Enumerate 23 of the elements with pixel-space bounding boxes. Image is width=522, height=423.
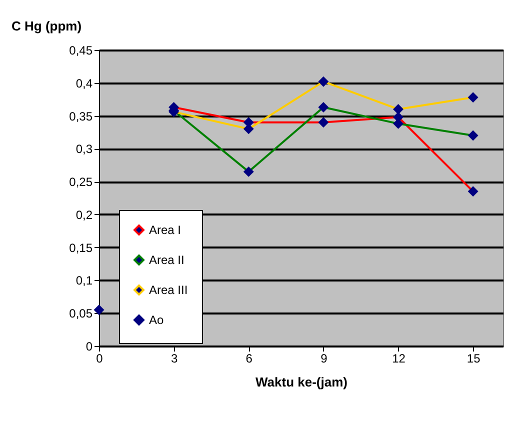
x-axis-title: Waktu ke-(jam) (256, 374, 348, 390)
y-tick-label: 0,45 (69, 44, 93, 58)
y-tick-label: 0,35 (69, 109, 93, 124)
y-tick-label: 0,2 (76, 208, 93, 222)
legend-label: Area II (149, 253, 184, 267)
x-tick-label: 3 (170, 352, 178, 366)
y-tick-label: 0,25 (69, 175, 93, 190)
x-tick-label: 9 (320, 352, 328, 366)
y-tick-label: 0,4 (76, 76, 93, 90)
y-axis-title: C Hg (ppm) (12, 18, 82, 34)
x-tick-label: 0 (96, 352, 104, 366)
y-tick-label: 0,1 (76, 274, 93, 288)
legend-label: Ao (149, 313, 164, 327)
point (94, 304, 104, 316)
y-tick-label: 0,3 (76, 142, 93, 156)
legend-label: Area I (149, 223, 182, 237)
legend-label: Area III (149, 283, 188, 297)
x-tick-label: 12 (392, 352, 406, 366)
y-tick-label: 0,05 (69, 306, 93, 321)
x-tick-label: 15 (466, 352, 481, 366)
y-tick-label: 0 (86, 340, 93, 354)
x-tick-label: 6 (246, 352, 253, 366)
y-tick-label: 0,15 (69, 240, 93, 255)
